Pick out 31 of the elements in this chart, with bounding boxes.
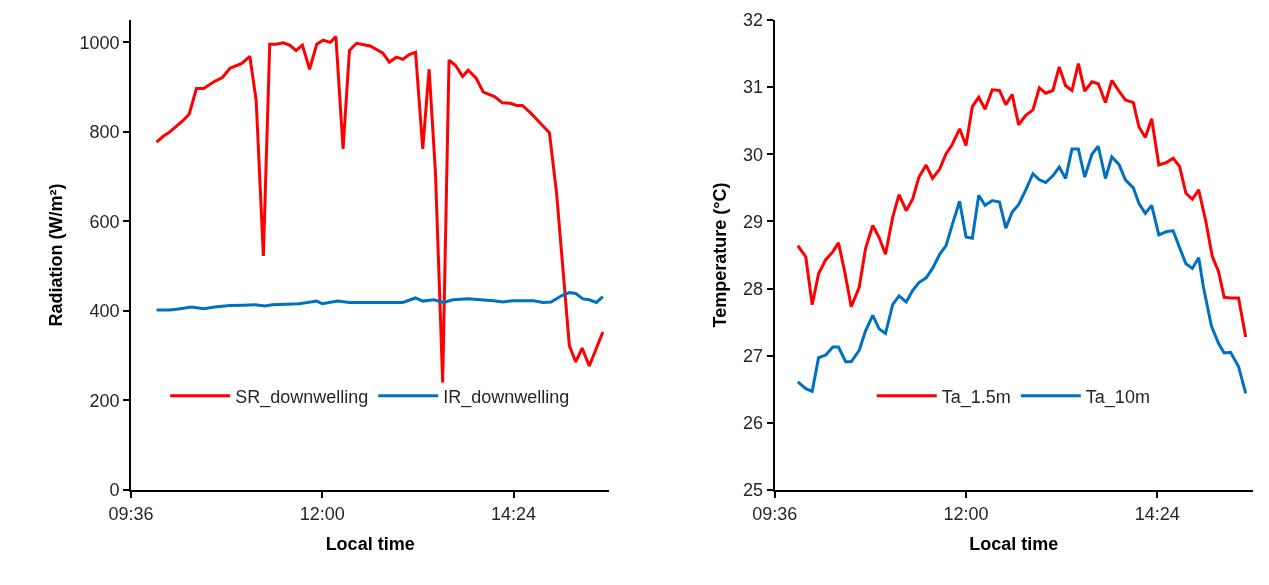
x-tick-label: 12:00 [299, 503, 345, 524]
line-series [155, 35, 605, 385]
y-tick-label: 29 [743, 211, 764, 232]
legend-label: Ta_1.5m [941, 386, 1011, 408]
y-tick-label: 26 [743, 413, 764, 434]
line-series [155, 291, 605, 312]
y-tick-label: 800 [89, 122, 120, 143]
y-tick-label: 25 [743, 480, 764, 501]
y-tick-label: 400 [89, 301, 120, 322]
y-tick-label: 30 [743, 144, 764, 165]
y-tick-label: 1000 [79, 32, 120, 53]
x-tick-label: 14:24 [491, 503, 537, 524]
y-tick-label: 27 [743, 346, 764, 367]
y-axis-title: Temperature (°C) [709, 182, 730, 328]
line-series [796, 62, 1248, 339]
x-axis-title: Local time [325, 534, 415, 555]
legend-label: IR_downwelling [443, 386, 570, 408]
y-tick-label: 200 [89, 390, 120, 411]
x-tick-label: 12:00 [943, 503, 989, 524]
y-tick-label: 600 [89, 211, 120, 232]
y-tick-label: 0 [109, 480, 120, 501]
x-tick-label: 09:36 [752, 503, 798, 524]
y-tick-label: 28 [743, 278, 764, 299]
legend-label: Ta_10m [1085, 386, 1150, 408]
x-tick-label: 09:36 [108, 503, 154, 524]
y-tick-label: 32 [743, 10, 764, 31]
legend-label: SR_downwelling [235, 386, 369, 408]
y-tick-label: 31 [743, 77, 764, 98]
x-tick-label: 14:24 [1134, 503, 1180, 524]
x-axis-title: Local time [969, 534, 1059, 555]
y-axis-title: Radiation (W/m²) [46, 183, 67, 327]
